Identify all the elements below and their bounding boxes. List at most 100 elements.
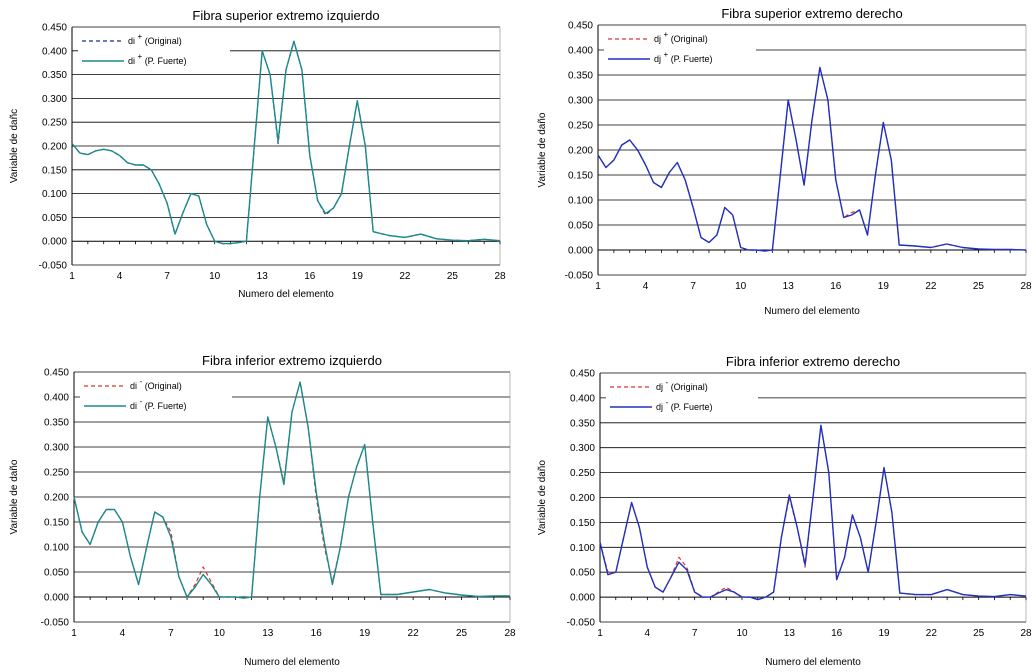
x-tick-label: 22 [925, 281, 937, 292]
y-tick-label: 0.250 [568, 121, 593, 132]
y-tick-label: 0.400 [44, 393, 69, 404]
x-tick-label: 16 [830, 281, 842, 292]
y-tick-label: 0.150 [568, 171, 593, 182]
y-tick-label: 0.100 [44, 543, 69, 554]
legend-entry: di + (Original) [128, 32, 182, 46]
x-tick-label: 4 [117, 271, 123, 282]
y-tick-label: 0.250 [570, 468, 595, 479]
legend-box [606, 375, 758, 419]
x-tick-label: 1 [71, 628, 77, 639]
x-tick-label: 16 [304, 271, 316, 282]
y-tick-label: 0.000 [570, 593, 595, 604]
x-tick-label: 19 [878, 628, 890, 639]
chart-title: Fibra superior extremo izquierdo [192, 8, 379, 23]
y-tick-label: 0.200 [44, 493, 69, 504]
legend-entry: di - (Original) [130, 377, 182, 391]
y-axis-label: Variable de dañc [9, 109, 20, 183]
y-tick-label: 0.300 [570, 443, 595, 454]
y-tick-label: 0.300 [42, 94, 67, 105]
y-tick-label: 0.250 [42, 118, 67, 129]
x-tick-label: 7 [692, 628, 698, 639]
legend-entry: di - (P. Fuerte) [130, 397, 187, 411]
x-tick-label: 19 [359, 628, 371, 639]
x-tick-label: 4 [643, 281, 649, 292]
x-tick-label: 25 [447, 271, 459, 282]
y-tick-label: 0.400 [568, 46, 593, 57]
y-axis-label: Variable de daño [537, 112, 548, 187]
y-axis-label: Variable de daño [9, 459, 20, 534]
x-tick-label: 25 [456, 628, 468, 639]
y-tick-label: 0.150 [570, 518, 595, 529]
y-tick-label: 0.000 [568, 246, 593, 257]
y-tick-label: 0.350 [42, 70, 67, 81]
y-tick-label: 0.450 [44, 368, 69, 379]
x-tick-label: 22 [926, 628, 938, 639]
x-tick-label: 4 [645, 628, 651, 639]
series-line-p-fuerte [71, 40, 501, 245]
y-tick-label: 0.050 [42, 213, 67, 224]
series-line-original [597, 66, 1027, 252]
x-tick-label: 1 [595, 281, 601, 292]
y-tick-label: 0.200 [42, 142, 67, 153]
y-tick-label: 0.100 [42, 189, 67, 200]
legend-box [80, 374, 232, 418]
y-tick-label: 0.100 [570, 543, 595, 554]
x-tick-label: 22 [399, 271, 411, 282]
x-tick-label: 16 [831, 628, 843, 639]
y-tick-label: 0.300 [44, 443, 69, 454]
y-tick-label: 0.350 [568, 71, 593, 82]
y-tick-label: 0.400 [570, 393, 595, 404]
x-tick-label: 28 [504, 628, 516, 639]
y-tick-label: 0.000 [42, 237, 67, 248]
y-tick-label: -0.050 [565, 271, 594, 282]
y-tick-label: 0.400 [42, 46, 67, 57]
x-tick-label: 28 [1020, 281, 1032, 292]
chart-title: Fibra inferior extremo izquierdo [202, 353, 382, 368]
chart-panel-3: Fibra inferior extremo izquierdo -0.050 0.… [9, 353, 516, 668]
x-tick-label: 13 [262, 628, 274, 639]
y-tick-label: 0.300 [568, 96, 593, 107]
x-tick-label: 16 [311, 628, 323, 639]
y-tick-label: 0.200 [570, 493, 595, 504]
y-tick-label: 0.150 [44, 518, 69, 529]
x-tick-label: 10 [209, 271, 221, 282]
x-tick-label: 4 [120, 628, 126, 639]
x-tick-label: 7 [164, 271, 170, 282]
x-tick-label: 10 [736, 628, 748, 639]
y-tick-label: 0.050 [568, 221, 593, 232]
y-tick-label: -0.050 [41, 618, 70, 629]
x-tick-label: 10 [214, 628, 226, 639]
chart-panel-4: Fibra inferior extremo derecho -0.050 0.00… [537, 354, 1032, 668]
x-tick-label: 25 [973, 628, 985, 639]
legend-entry: dj + (Original) [654, 30, 708, 44]
x-tick-label: 7 [168, 628, 174, 639]
legend-entry: di + (P. Fuerte) [128, 52, 187, 66]
y-tick-label: 0.350 [570, 418, 595, 429]
y-tick-label: 0.450 [42, 23, 67, 34]
y-tick-label: 0.450 [570, 369, 595, 380]
x-tick-label: 28 [494, 271, 506, 282]
x-tick-label: 28 [1020, 628, 1032, 639]
y-tick-label: 0.000 [44, 593, 69, 604]
y-tick-label: 0.050 [44, 568, 69, 579]
legend-box [78, 29, 230, 73]
y-tick-label: 0.250 [44, 468, 69, 479]
x-tick-label: 13 [783, 281, 795, 292]
legend-entry: dj + (P. Fuerte) [654, 50, 713, 64]
y-tick-label: 0.150 [42, 165, 67, 176]
x-tick-label: 7 [690, 281, 696, 292]
x-tick-label: 10 [735, 281, 747, 292]
legend-entry: dj - (Original) [656, 378, 708, 392]
series-line-original [599, 424, 1027, 601]
chart-panel-2: Fibra superior extremo derecho -0.050 0.00… [537, 6, 1032, 317]
x-tick-label: 19 [352, 271, 364, 282]
y-tick-label: 0.100 [568, 196, 593, 207]
chart-title: Fibra inferior extremo derecho [726, 354, 900, 369]
y-tick-label: 0.350 [44, 418, 69, 429]
legend-entry: dj - (P. Fuerte) [656, 398, 713, 412]
x-axis-label: Numero del elemento [765, 657, 861, 668]
x-tick-label: 13 [257, 271, 269, 282]
x-tick-label: 1 [597, 628, 603, 639]
y-tick-label: 0.450 [568, 21, 593, 32]
